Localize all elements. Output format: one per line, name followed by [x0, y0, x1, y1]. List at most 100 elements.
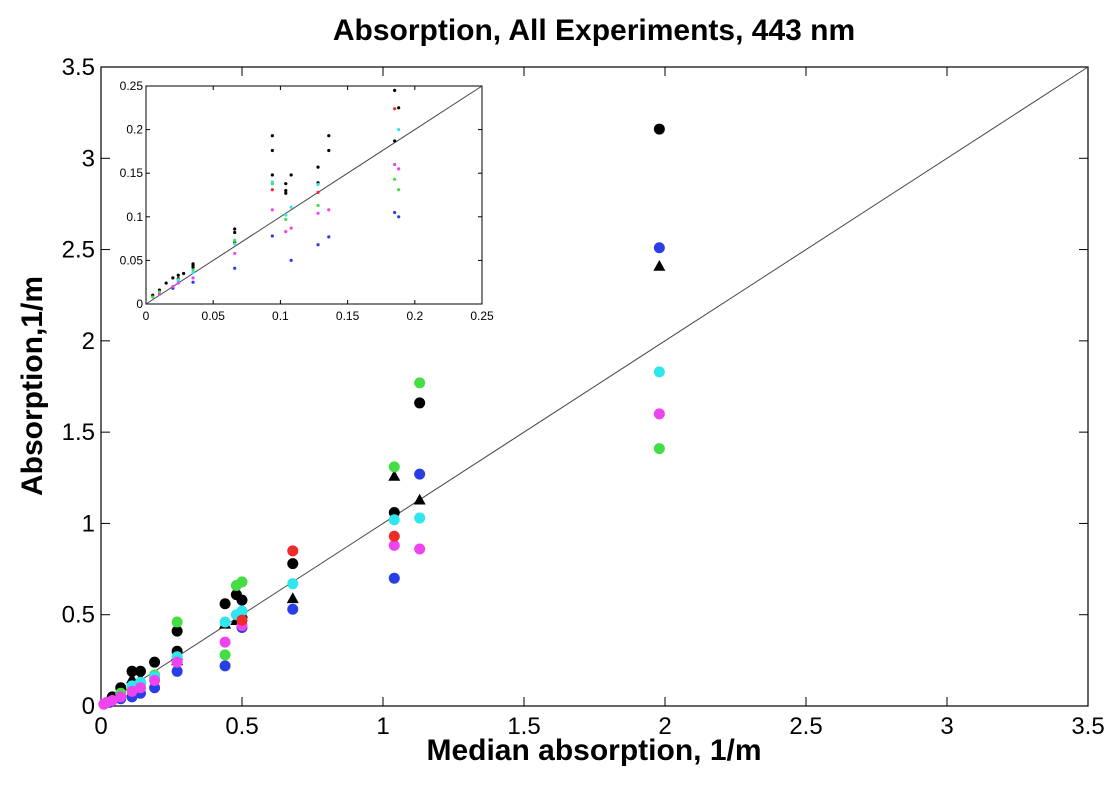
inset-data-point — [157, 292, 162, 297]
inset-data-point — [191, 268, 195, 272]
inset-data-point — [270, 208, 274, 212]
data-point — [98, 698, 110, 710]
inset-data-point — [393, 88, 397, 92]
y-tick-label: 3.5 — [62, 54, 95, 81]
inset-data-point — [316, 211, 320, 215]
inset-data-point — [327, 134, 331, 138]
inset-data-point — [270, 173, 274, 177]
y-tick-label: 2.5 — [62, 237, 95, 264]
y-tick-label: 2 — [82, 328, 95, 355]
inset-data-point — [397, 128, 401, 132]
inset-data-point — [393, 162, 397, 167]
data-point — [126, 685, 138, 697]
data-point — [388, 514, 400, 526]
data-point — [287, 558, 299, 570]
inset-data-point — [327, 208, 331, 212]
y-tick-label: 1 — [82, 510, 95, 537]
data-point — [115, 691, 127, 703]
inset-data-point — [289, 258, 293, 262]
data-point — [653, 443, 665, 455]
inset-y-tick-label: 0.05 — [120, 253, 144, 267]
inset-x-tick-label: 0 — [143, 309, 150, 323]
x-tick-label: 2.5 — [789, 713, 822, 740]
data-point — [388, 530, 400, 542]
data-point — [219, 616, 231, 628]
data-point — [134, 682, 146, 694]
inset-data-point — [284, 182, 288, 186]
inset-data-point — [284, 213, 288, 217]
x-tick-label: 3 — [940, 713, 953, 740]
inset-data-point — [270, 180, 274, 184]
inset-y-tick-label: 0 — [136, 297, 143, 311]
data-point — [126, 665, 138, 677]
inset-data-point — [397, 106, 401, 110]
inset-data-point — [176, 273, 180, 277]
inset-data-point — [284, 189, 288, 193]
data-point — [414, 543, 426, 555]
inset-one-to-one-line — [145, 85, 483, 305]
data-point — [230, 589, 242, 601]
inset-data-point — [393, 139, 397, 143]
inset-data-point — [393, 177, 397, 181]
data-point — [219, 649, 231, 661]
data-point — [414, 512, 426, 524]
x-tick-label: 2 — [658, 713, 671, 740]
inset-data-point — [233, 227, 237, 231]
inset-data-point — [233, 251, 237, 256]
data-point — [171, 656, 183, 668]
inset-y-tick-label: 0.1 — [126, 210, 143, 224]
data-point — [287, 578, 299, 590]
inset-data-point — [191, 280, 195, 284]
data-point — [414, 377, 426, 389]
inset-data-point — [397, 215, 401, 219]
data-point — [388, 539, 400, 551]
data-point — [171, 625, 183, 637]
data-point — [219, 598, 231, 610]
x-tick-label: 1 — [376, 713, 389, 740]
inset-data-point — [316, 165, 320, 169]
inset-data-point — [270, 134, 274, 138]
data-point-triangle — [126, 672, 139, 684]
data-point — [219, 636, 231, 648]
inset-data-point — [151, 295, 155, 299]
data-point — [653, 123, 665, 135]
data-point-triangle — [653, 260, 666, 271]
inset-data-point — [289, 173, 293, 177]
data-point — [287, 603, 299, 615]
inset-data-point — [191, 271, 195, 275]
inset-data-point — [157, 290, 162, 294]
inset-plot-area: 0 0.05 0.1 0.15 0.2 0.25 0 0.05 0.1 0.15 0.2 0.25 — [120, 79, 494, 323]
y-tick-label: 1.5 — [62, 419, 95, 446]
inset-data-point — [191, 264, 195, 268]
x-tick-label: 1.5 — [507, 713, 540, 740]
inset-data-point — [316, 243, 320, 247]
chart-title: Absorption, All Experiments, 443 nm — [333, 14, 855, 47]
data-point — [388, 461, 400, 473]
data-point — [414, 468, 426, 480]
data-point-triangle — [286, 592, 299, 604]
inset-data-point — [176, 278, 180, 283]
x-tick-label: 0 — [94, 713, 107, 740]
x-axis-label: Median absorption, 1/m — [426, 734, 761, 767]
data-point — [171, 616, 183, 628]
inset-data-point — [191, 276, 195, 280]
inset-data-point — [182, 271, 186, 276]
inset-x-tick-label: 0.15 — [336, 309, 360, 323]
data-point — [171, 665, 183, 677]
y-tick-label: 3 — [82, 145, 95, 172]
inset-y-tick-label: 0.2 — [126, 123, 143, 137]
data-point — [414, 397, 426, 409]
inset-data-point — [233, 266, 237, 270]
inset-x-tick-label: 0.25 — [470, 309, 494, 323]
inset-data-point — [316, 190, 320, 194]
one-to-one-line — [100, 66, 1089, 707]
y-tick-label: 0.5 — [62, 602, 95, 629]
data-point-triangle — [388, 469, 401, 481]
inset-data-point — [393, 107, 397, 111]
data-point — [236, 614, 248, 626]
inset-data-point — [327, 148, 331, 153]
inset-x-tick-label: 0.1 — [272, 309, 289, 323]
data-point — [653, 408, 665, 420]
data-point — [653, 366, 665, 378]
